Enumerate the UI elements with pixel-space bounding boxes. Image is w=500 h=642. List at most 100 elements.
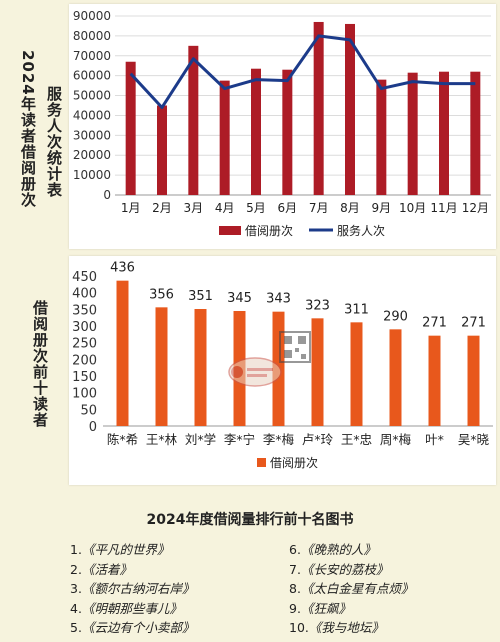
book-item: 5.《云边有个小卖部》 — [70, 618, 194, 638]
book-item: 3.《额尔古纳河右岸》 — [70, 579, 194, 599]
bar — [194, 309, 207, 426]
x-tick-label: 吴*晓 — [458, 432, 490, 447]
y-tick-label: 40000 — [73, 108, 111, 122]
side-title: 2024年读者借阅册次 — [19, 50, 37, 208]
y-tick-label: 80000 — [73, 29, 111, 43]
data-label: 436 — [110, 261, 135, 276]
y-tick-label: 100 — [72, 387, 97, 402]
book-title: 《明朝那些事儿》 — [81, 600, 182, 616]
bar — [125, 61, 136, 195]
y-tick-label: 250 — [72, 337, 97, 352]
book-rank: 8. — [289, 581, 301, 596]
book-rank: 5. — [70, 620, 82, 635]
y-tick-label: 350 — [72, 303, 97, 318]
y-tick-label: 300 — [72, 320, 97, 335]
bar — [251, 68, 261, 195]
x-tick-label: 10月 — [399, 201, 426, 215]
book-item: 1.《平凡的世界》 — [70, 540, 194, 560]
x-tick-label: 叶* — [425, 432, 444, 447]
books-title: 2024年度借阅量排行前十名图书 — [146, 512, 354, 528]
y-tick-label: 90000 — [73, 9, 111, 23]
series-line — [129, 34, 476, 109]
data-label: 290 — [383, 309, 408, 324]
book-title: 《太白金星有点烦》 — [300, 581, 414, 596]
x-tick-label: 卢*玲 — [302, 432, 334, 447]
book-rank: 10. — [289, 620, 309, 635]
y-tick-label: 60000 — [73, 69, 111, 83]
book-title: 《长安的荔枝》 — [300, 561, 389, 577]
bar — [428, 335, 441, 426]
book-item: 7.《长安的荔枝》 — [289, 560, 413, 580]
books-right-column: 6.《晚熟的人》 7.《长安的荔枝》 8.《太白金星有点烦》 9.《狂飙》 10.《我与… — [289, 540, 413, 638]
bar — [116, 280, 129, 426]
x-tick-label: 4月 — [215, 201, 235, 215]
data-label: 311 — [344, 302, 369, 317]
book-title: 《狂飙》 — [300, 600, 351, 616]
data-label: 271 — [422, 316, 447, 331]
watermark-logo — [228, 331, 311, 387]
bar — [155, 307, 168, 426]
data-label: 323 — [305, 298, 330, 313]
book-rank: 1. — [70, 542, 82, 557]
book-rank: 2. — [70, 561, 82, 577]
x-tick-label: 李*梅 — [263, 432, 294, 447]
x-tick-label: 9月 — [372, 201, 392, 215]
data-label: 351 — [188, 289, 213, 304]
bar — [311, 318, 324, 426]
bar — [345, 23, 355, 196]
book-rank: 6. — [289, 542, 301, 557]
book-item: 10.《我与地坛》 — [289, 618, 413, 638]
bar — [313, 21, 324, 195]
x-tick-label: 8月 — [340, 201, 360, 215]
book-item: 9.《狂飙》 — [289, 599, 413, 619]
legend-label: 借阅册次 — [270, 456, 318, 470]
bar — [157, 105, 167, 195]
books-left-column: 1.《平凡的世界》 2.《活着》 3.《额尔古纳河右岸》 4.《明朝那些事儿》 5.《云… — [70, 540, 194, 638]
data-label: 345 — [227, 291, 252, 306]
legend-bar-label: 借阅册次 — [245, 224, 293, 238]
x-tick-label: 周*梅 — [380, 432, 411, 447]
book-title: 《我与地坛》 — [308, 620, 384, 635]
bar — [219, 80, 230, 195]
chart2-panel: 0 50 100 150 200 250 300 350 400 450 436 356 351 345 3… — [69, 256, 496, 485]
bar — [282, 69, 293, 195]
book-rank: 9. — [289, 600, 301, 616]
data-label: 356 — [149, 287, 174, 302]
x-tick-label: 5月 — [246, 201, 266, 215]
x-tick-label: 刘*学 — [185, 432, 216, 447]
bar — [467, 335, 480, 426]
y-tick-label: 70000 — [73, 49, 111, 63]
y-tick-label: 50 — [80, 403, 97, 418]
y-tick-label: 400 — [72, 287, 97, 302]
y-tick-label: 150 — [72, 370, 97, 385]
legend-line-label: 服务人次 — [337, 223, 385, 238]
x-tick-label: 李*宁 — [224, 432, 255, 447]
x-tick-label: 6月 — [278, 201, 298, 215]
monthly-chart: 0 10000 20000 30000 40000 50000 60000 70000 8000… — [73, 9, 491, 238]
chart1-panel: 0 10000 20000 30000 40000 50000 60000 70000 8000… — [69, 4, 496, 249]
data-label: 271 — [461, 316, 486, 331]
x-tick-label: 2月 — [152, 201, 172, 215]
y-tick-label: 20000 — [73, 148, 111, 162]
book-rank: 7. — [289, 561, 301, 577]
bar — [376, 79, 387, 195]
book-title: 《活着》 — [81, 561, 132, 577]
bar — [407, 72, 418, 195]
x-tick-label: 1月 — [121, 201, 141, 215]
x-tick-label: 王*忠 — [341, 432, 372, 447]
book-rank: 4. — [70, 600, 82, 616]
legend-bar-swatch — [219, 226, 241, 235]
book-title: 《平凡的世界》 — [81, 542, 170, 557]
y-tick-label: 0 — [103, 188, 111, 202]
bar — [188, 45, 199, 196]
legend-swatch — [257, 458, 266, 467]
y-tick-label: 50000 — [73, 89, 111, 103]
x-tick-label: 12月 — [462, 201, 489, 215]
book-item: 4.《明朝那些事儿》 — [70, 599, 194, 619]
bar — [439, 71, 449, 195]
book-rank: 3. — [70, 581, 82, 596]
book-item: 2.《活着》 — [70, 560, 194, 580]
y-tick-label: 450 — [72, 270, 97, 285]
chart2-title: 借阅册次前十读者 — [31, 300, 49, 428]
y-tick-label: 0 — [89, 420, 97, 435]
